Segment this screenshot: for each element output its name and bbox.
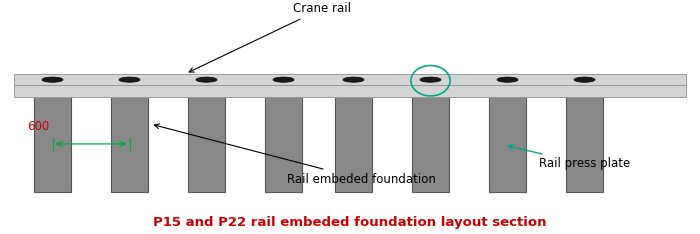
Bar bbox=[566, 94, 603, 192]
Bar bbox=[412, 94, 449, 192]
Bar bbox=[265, 94, 302, 192]
Ellipse shape bbox=[420, 77, 441, 82]
Ellipse shape bbox=[574, 77, 595, 82]
Ellipse shape bbox=[497, 77, 518, 82]
Text: Rail press plate: Rail press plate bbox=[508, 145, 630, 170]
Text: Crane rail: Crane rail bbox=[189, 2, 351, 72]
Bar bbox=[188, 94, 225, 192]
Ellipse shape bbox=[343, 77, 364, 82]
Text: P15 and P22 rail embeded foundation layout section: P15 and P22 rail embeded foundation layo… bbox=[153, 216, 547, 229]
Bar bbox=[489, 94, 526, 192]
Ellipse shape bbox=[196, 77, 217, 82]
Ellipse shape bbox=[119, 77, 140, 82]
Bar bbox=[111, 94, 148, 192]
Bar bbox=[14, 74, 686, 84]
Ellipse shape bbox=[273, 77, 294, 82]
Text: Rail embeded foundation: Rail embeded foundation bbox=[155, 124, 436, 186]
Bar bbox=[34, 94, 71, 192]
Ellipse shape bbox=[42, 77, 63, 82]
Bar bbox=[14, 84, 686, 97]
Text: 600: 600 bbox=[27, 120, 49, 133]
Bar bbox=[335, 94, 372, 192]
